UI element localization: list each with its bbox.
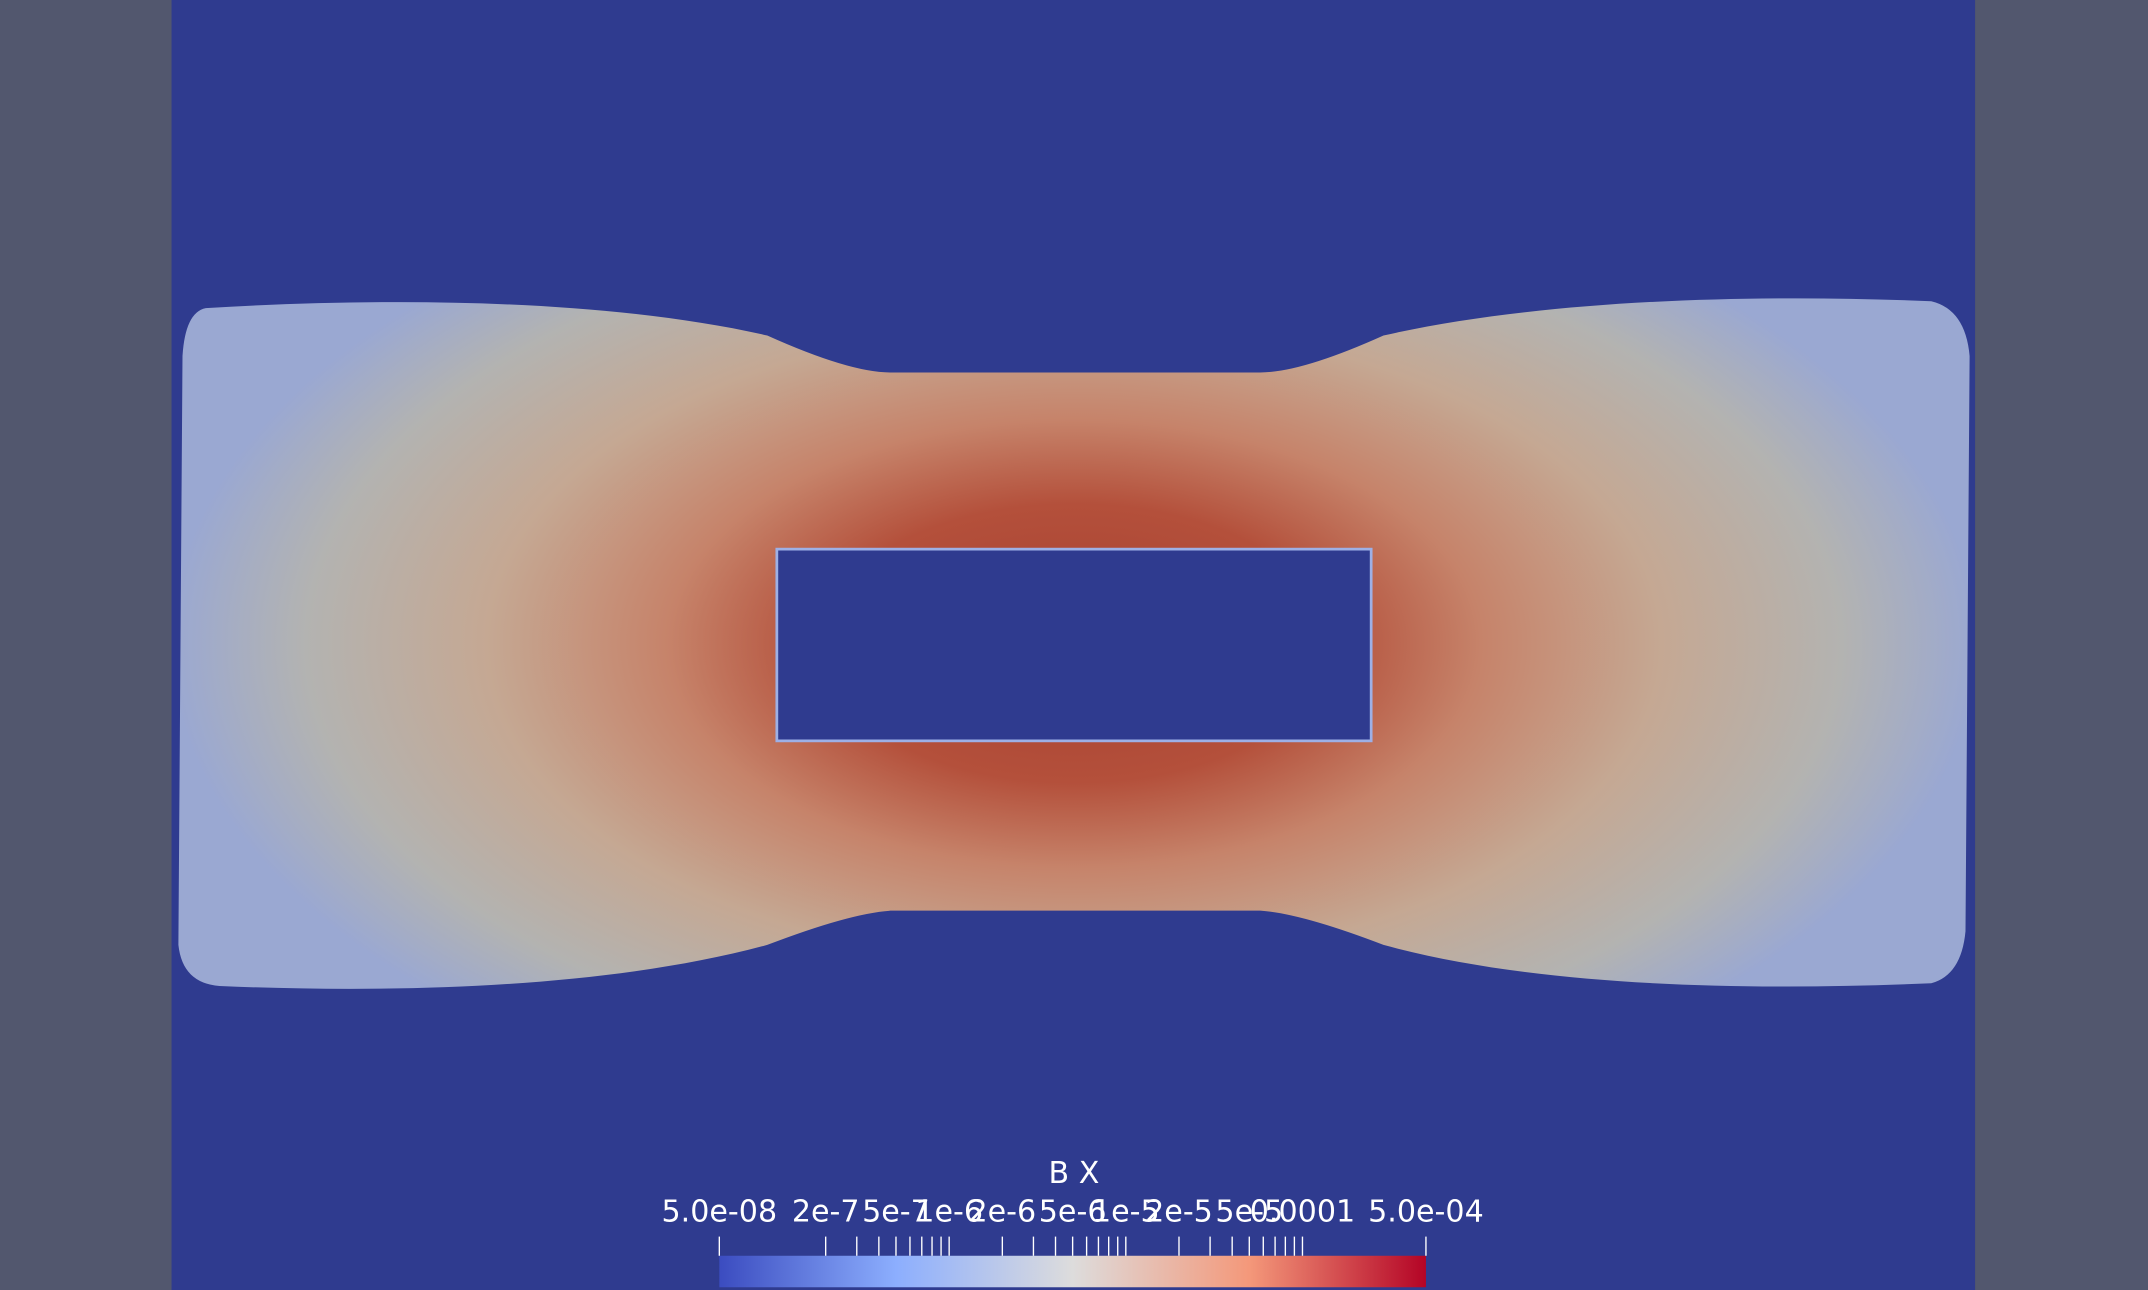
legend-title: B X bbox=[1049, 1156, 1100, 1191]
tick-label: 5e-5 bbox=[1215, 1195, 1283, 1230]
conductor bbox=[775, 547, 1373, 743]
tick-label: 0.0001 bbox=[1250, 1195, 1355, 1230]
color-bar bbox=[719, 1255, 1426, 1288]
tick-label: 5e-7 bbox=[862, 1195, 930, 1230]
tick-label: 2e-5 bbox=[1145, 1195, 1213, 1230]
tick-label: 5.0e-04 bbox=[1368, 1195, 1484, 1230]
tick-label: 2e-7 bbox=[792, 1195, 860, 1230]
tick-label: 1e-5 bbox=[1092, 1195, 1160, 1230]
color-legend: B X 5.0e-08 5.0e-04 2e-7 5e-71e-62e-6 5e-61e… bbox=[662, 1156, 1484, 1288]
tick-label: 1e-6 bbox=[915, 1195, 983, 1230]
tick-label: 5.0e-08 bbox=[662, 1195, 778, 1230]
tick-label: 2e-6 bbox=[968, 1195, 1036, 1230]
tick-label: 5e-6 bbox=[1039, 1195, 1107, 1230]
